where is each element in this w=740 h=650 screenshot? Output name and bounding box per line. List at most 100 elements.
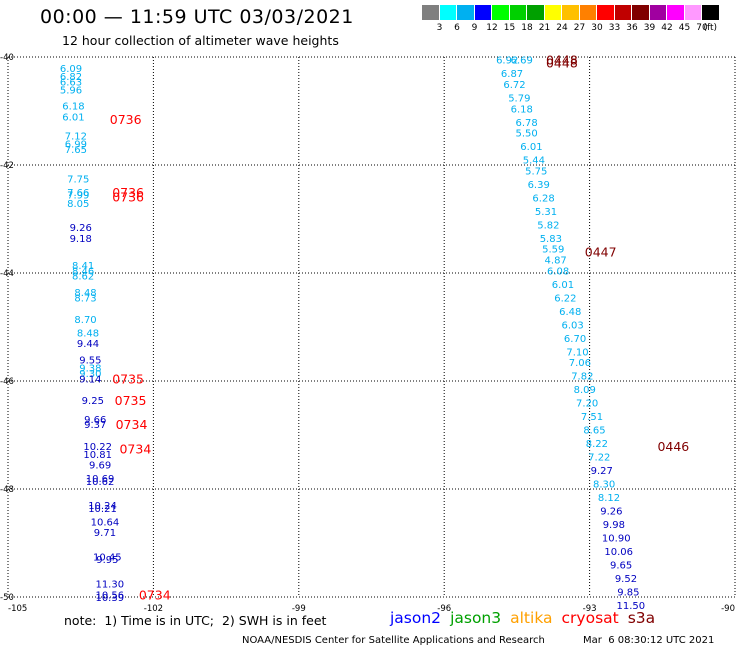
legend-label: 9: [471, 23, 478, 33]
satellite-name: cryosat: [561, 609, 619, 627]
wave-height-value: 8.70: [74, 315, 96, 326]
pass-time-label: 0734: [139, 587, 171, 602]
legend-label: 24: [556, 23, 568, 33]
legend-swatch: [562, 5, 580, 20]
legend-swatch: [649, 5, 667, 20]
wave-height-value: 6.01: [62, 112, 84, 123]
wave-height-value: 8.46: [72, 266, 94, 277]
wave-height-value: 9.85: [617, 588, 639, 599]
wave-height-value: 10.81: [83, 450, 112, 461]
wave-height-value: 5.79: [508, 94, 530, 105]
lon-tick-label: -102: [144, 604, 163, 614]
satellite-name: jason2: [390, 609, 442, 627]
page-subtitle: 12 hour collection of altimeter wave hei…: [62, 33, 339, 48]
pass-time-label: 0736: [112, 185, 144, 200]
wave-height-value: 6.28: [532, 193, 554, 204]
pass-time-label: 0448: [546, 55, 578, 70]
lat-tick-label: -48: [0, 485, 14, 495]
wave-height-value: 5.82: [537, 220, 559, 231]
wave-height-value: 10.90: [602, 534, 631, 545]
wave-height-value: 9.25: [82, 396, 104, 407]
legend-swatch: [614, 5, 632, 20]
wave-height-value: 6.78: [515, 118, 537, 129]
wave-height-value: 10.64: [91, 517, 120, 528]
wave-height-value: 10.21: [88, 504, 117, 515]
lon-tick-label: -93: [583, 604, 597, 614]
wave-height-value: 6.18: [62, 102, 84, 113]
page-title: 00:00 — 11:59 UTC 03/03/2021: [40, 6, 354, 28]
wave-height-value: 8.22: [586, 439, 608, 450]
wave-height-value: 5.83: [540, 234, 562, 245]
wave-height-value: 6.87: [501, 69, 523, 80]
wave-height-value: 5.44: [523, 156, 545, 167]
legend-swatch: [492, 5, 510, 20]
wave-height-value: 8.09: [574, 385, 596, 396]
lon-tick-label: -90: [721, 604, 735, 614]
lat-tick-label: -44: [0, 269, 14, 279]
satellite-legend: jason2 jason3 altika cryosat s3a: [390, 609, 664, 627]
wave-height-value: 5.96: [60, 85, 82, 96]
pass-time-label: 0736: [112, 189, 144, 204]
legend-label: 39: [643, 23, 656, 33]
wave-height-value: 9.38: [79, 364, 101, 375]
wave-height-value: 6.70: [564, 334, 586, 345]
wave-height-value: 7.10: [566, 347, 588, 358]
lon-tick-label: -96: [437, 604, 451, 614]
wave-height-value: 7.12: [65, 131, 87, 142]
legend-swatch: [579, 5, 597, 20]
legend-swatch: [667, 5, 685, 20]
wave-height-value: 8.12: [598, 493, 620, 504]
wave-height-value: 8.65: [583, 426, 605, 437]
legend-label: 18: [521, 23, 533, 33]
wave-height-value: 10.62: [86, 477, 115, 488]
wave-height-value: 9.69: [89, 461, 111, 472]
legend-label: 70: [696, 23, 708, 33]
wave-height-value: 10.39: [95, 593, 124, 604]
wave-height-value: 5.31: [535, 207, 557, 218]
wave-height-value: 6.01: [552, 280, 574, 291]
pass-time-label: 0734: [119, 442, 151, 457]
wave-height-value: 9.71: [94, 528, 116, 539]
legend-label: 30: [591, 23, 603, 33]
wave-height-value: 11.30: [95, 580, 124, 591]
wave-height-value: 7.82: [571, 372, 593, 383]
wave-height-value: 9.30: [79, 369, 101, 380]
wave-height-value: 6.92: [496, 56, 518, 67]
wave-height-value: 6.01: [520, 142, 542, 153]
wave-height-value: 10.24: [88, 501, 117, 512]
wave-height-value: 8.73: [74, 293, 96, 304]
legend-label: 45: [678, 23, 691, 33]
pass-time-label: 0447: [585, 244, 617, 259]
lat-tick-label: -50: [0, 593, 14, 603]
satellite-name: s3a: [627, 609, 656, 627]
wave-height-value: 9.52: [615, 574, 637, 585]
lat-tick-label: -46: [0, 377, 14, 387]
legend-unit: (ft): [703, 23, 718, 33]
legend-swatch: [422, 5, 440, 20]
wave-height-value: 5.75: [525, 166, 547, 177]
wave-height-value: 7.06: [569, 358, 591, 369]
legend-swatch: [439, 5, 457, 20]
lat-tick-label: -40: [0, 53, 14, 63]
legend-label: 3: [436, 23, 443, 33]
wave-height-value: 6.03: [562, 320, 584, 331]
wave-height-value: 8.48: [77, 328, 99, 339]
wave-height-value: 9.27: [591, 466, 613, 477]
wave-height-value: 9.14: [79, 374, 101, 385]
legend-label: 6: [454, 23, 460, 33]
wave-height-value: 6.72: [503, 80, 525, 91]
wave-height-value: 6.82: [60, 72, 82, 83]
satellite-name: jason3: [450, 609, 502, 627]
wave-height-value: 10.69: [86, 474, 115, 485]
wave-height-value: 9.98: [603, 520, 625, 531]
wave-height-value: 6.18: [511, 104, 533, 115]
legend-swatch: [527, 5, 545, 20]
legend-swatch: [544, 5, 562, 20]
legend-label: 27: [573, 23, 586, 33]
wave-height-value: 5.59: [542, 245, 564, 256]
wave-height-value: 10.56: [95, 590, 124, 601]
wave-height-value: 9.66: [84, 415, 106, 426]
wave-height-value: 6.39: [528, 180, 550, 191]
wave-height-value: 11.50: [616, 601, 645, 612]
